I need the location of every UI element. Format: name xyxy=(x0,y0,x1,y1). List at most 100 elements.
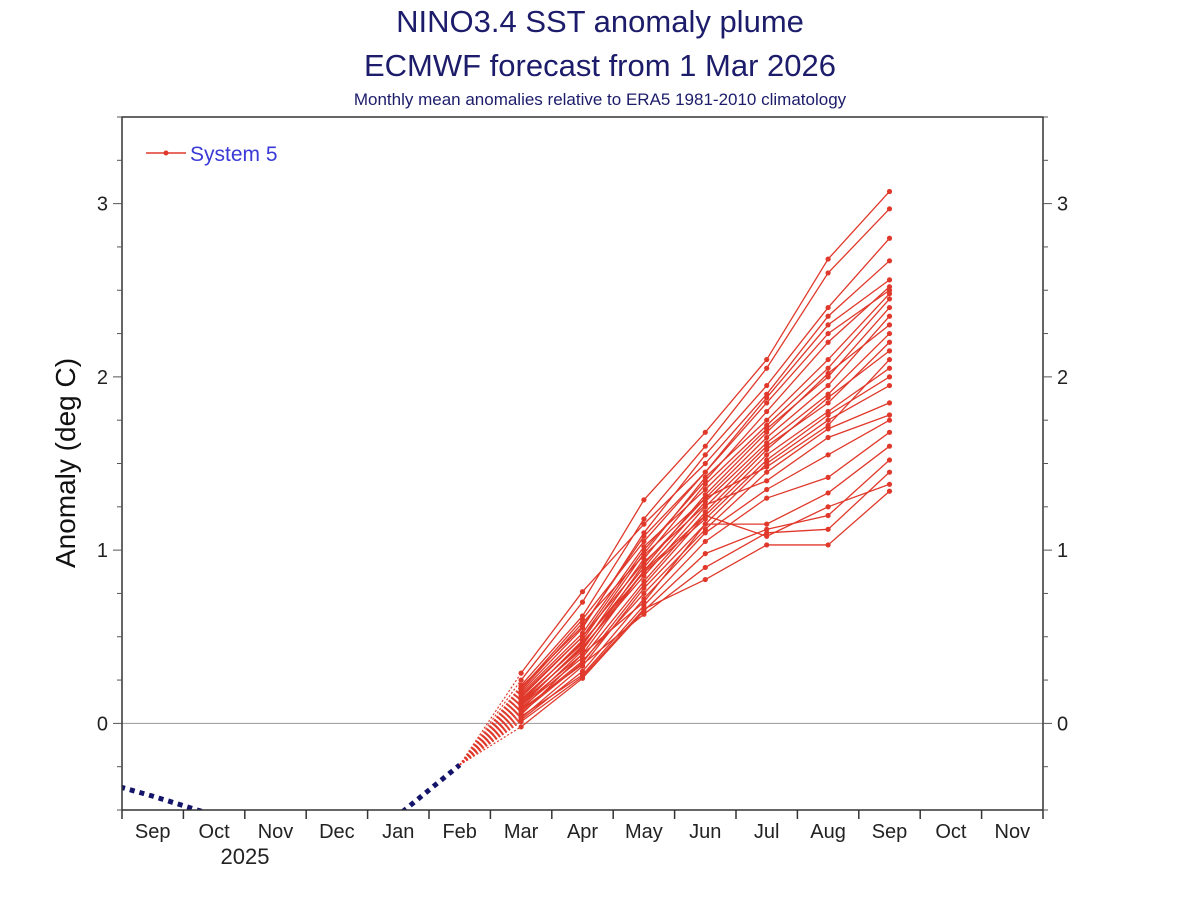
forecast-point xyxy=(825,542,831,548)
forecast-point xyxy=(702,502,708,508)
forecast-connector xyxy=(459,726,522,766)
forecast-point xyxy=(641,497,647,503)
forecast-point xyxy=(518,677,524,683)
forecast-point xyxy=(641,552,647,558)
forecast-point xyxy=(702,474,708,480)
y-tick-label-left: 1 xyxy=(97,540,108,562)
forecast-point xyxy=(764,464,770,470)
forecast-point xyxy=(886,188,893,195)
forecast-point xyxy=(825,400,831,406)
forecast-connector xyxy=(459,679,522,766)
forecast-point xyxy=(886,365,893,371)
forecast-point xyxy=(764,408,770,415)
x-tick-label: Mar xyxy=(504,821,539,843)
forecast-point xyxy=(886,457,893,463)
forecast-point xyxy=(764,533,770,539)
forecast-point xyxy=(825,382,831,389)
forecast-point xyxy=(702,469,708,475)
forecast-point xyxy=(825,365,831,371)
forecast-point xyxy=(641,544,647,550)
forecast-point xyxy=(641,559,647,565)
x-tick-label: May xyxy=(625,821,663,843)
forecast-point xyxy=(825,417,831,423)
forecast-point xyxy=(702,538,708,545)
y-tick-label-left: 3 xyxy=(97,194,108,216)
forecast-point xyxy=(641,516,647,522)
forecast-point xyxy=(825,512,831,519)
forecast-point xyxy=(886,417,893,423)
forecast-point xyxy=(641,590,647,597)
forecast-point xyxy=(764,434,770,441)
forecast-point xyxy=(886,296,893,302)
forecast-point xyxy=(764,478,770,484)
y-tick-label-right: 3 xyxy=(1057,194,1068,216)
forecast-point xyxy=(825,356,831,363)
year-label: 2025 xyxy=(221,844,270,869)
forecast-point xyxy=(886,443,893,449)
forecast-point xyxy=(764,395,770,401)
forecast-point xyxy=(825,313,831,319)
forecast-point xyxy=(886,412,893,418)
forecast-point xyxy=(886,382,893,389)
forecast-connector xyxy=(459,700,522,766)
forecast-point xyxy=(764,469,770,475)
forecast-point xyxy=(579,639,586,645)
forecast-point xyxy=(702,452,708,458)
x-tick-label: Feb xyxy=(442,821,476,843)
forecast-point xyxy=(702,495,708,501)
y-tick-label-left: 0 xyxy=(97,713,108,735)
forecast-point xyxy=(579,673,586,680)
y-tick-label-right: 2 xyxy=(1057,367,1068,389)
forecast-connector xyxy=(459,721,522,766)
x-tick-label: Sep xyxy=(872,821,908,843)
forecast-connector xyxy=(459,693,522,766)
x-tick-label: Oct xyxy=(935,821,967,843)
legend-label: System 5 xyxy=(190,143,278,166)
forecast-point xyxy=(764,417,770,423)
forecast-point xyxy=(886,488,893,494)
forecast-point xyxy=(641,533,647,539)
forecast-point xyxy=(702,550,708,557)
forecast-point xyxy=(886,374,893,380)
forecast-connector xyxy=(459,686,522,766)
forecast-point xyxy=(825,330,831,337)
forecast-connector xyxy=(459,695,522,766)
forecast-point xyxy=(702,460,708,467)
forecast-point xyxy=(579,651,586,657)
forecast-point xyxy=(764,521,770,527)
forecast-point xyxy=(886,206,893,212)
forecast-point xyxy=(702,564,708,571)
chart-title: NINO3.4 SST anomaly plume xyxy=(396,4,804,39)
forecast-point xyxy=(764,495,770,501)
plot-frame xyxy=(121,116,1044,811)
forecast-point xyxy=(825,370,831,377)
x-tick-label: Jan xyxy=(382,821,414,843)
forecast-point xyxy=(702,530,708,536)
forecast-point xyxy=(764,382,770,389)
forecast-point xyxy=(702,512,708,519)
y-tick-label-right: 0 xyxy=(1057,713,1068,735)
forecast-point xyxy=(641,538,647,545)
legend-marker xyxy=(163,150,169,156)
forecast-point xyxy=(886,235,893,241)
forecast-point xyxy=(641,585,647,591)
forecast-connector xyxy=(459,717,522,766)
forecast-point xyxy=(764,542,770,548)
forecast-point xyxy=(764,365,770,371)
forecast-point xyxy=(886,356,893,363)
forecast-point xyxy=(641,568,647,574)
forecast-point xyxy=(825,422,831,428)
forecast-point xyxy=(764,356,770,363)
forecast-point xyxy=(764,486,770,493)
forecast-point xyxy=(579,646,586,652)
forecast-point xyxy=(825,434,831,441)
forecast-point xyxy=(702,429,708,435)
forecast-point xyxy=(825,322,831,328)
forecast-point xyxy=(579,599,586,605)
x-tick-label: Apr xyxy=(567,821,598,843)
forecast-point xyxy=(764,447,770,453)
forecast-point xyxy=(886,277,893,283)
forecast-point xyxy=(825,452,831,458)
forecast-point xyxy=(886,313,893,319)
